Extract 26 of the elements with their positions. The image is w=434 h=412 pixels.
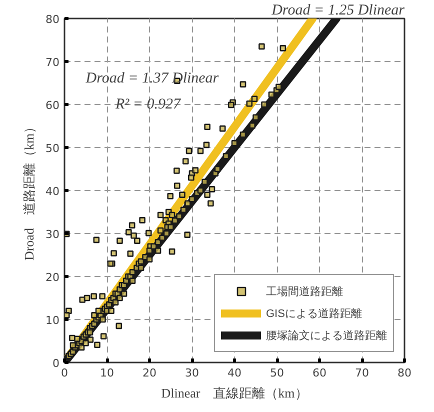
y-tick-label: 0 xyxy=(52,357,60,370)
x-tick-label: 40 xyxy=(228,366,242,380)
x-tick-label: 60 xyxy=(312,366,326,380)
x-tick-label: 70 xyxy=(355,366,369,380)
x-tick-label: 80 xyxy=(398,366,412,380)
y-tick-label: 10 xyxy=(46,314,60,327)
y-axis-title: Droad 道路距離（km） xyxy=(22,120,37,261)
y-tick-label: 80 xyxy=(46,13,60,26)
x-tick-label: 10 xyxy=(100,366,114,380)
y-tick-label: 20 xyxy=(46,271,60,284)
y-tick-label: 70 xyxy=(46,56,60,69)
y-tick-label: 40 xyxy=(46,185,60,198)
x-axis-title: Dlinear 直線距離（km） xyxy=(161,386,308,400)
y-tick-label: 50 xyxy=(46,142,60,155)
x-tick-label: 30 xyxy=(185,366,199,380)
legend-label: 工場間道路距離 xyxy=(266,284,343,298)
annotation: Droad = 1.25 Dlinear xyxy=(270,2,405,18)
x-tick-label: 0 xyxy=(61,366,68,380)
x-tick-label: 20 xyxy=(142,366,156,380)
annotation: R² = 0.927 xyxy=(114,96,182,112)
x-tick-label: 50 xyxy=(270,366,284,380)
y-tick-label: 30 xyxy=(46,228,60,241)
y-tick-label: 60 xyxy=(46,99,60,112)
legend-label: GISによる道路距離 xyxy=(266,306,362,320)
annotation: Droad = 1.37 Dlinear xyxy=(84,70,219,87)
legend-label: 腰塚論文による道路距離 xyxy=(266,328,387,342)
